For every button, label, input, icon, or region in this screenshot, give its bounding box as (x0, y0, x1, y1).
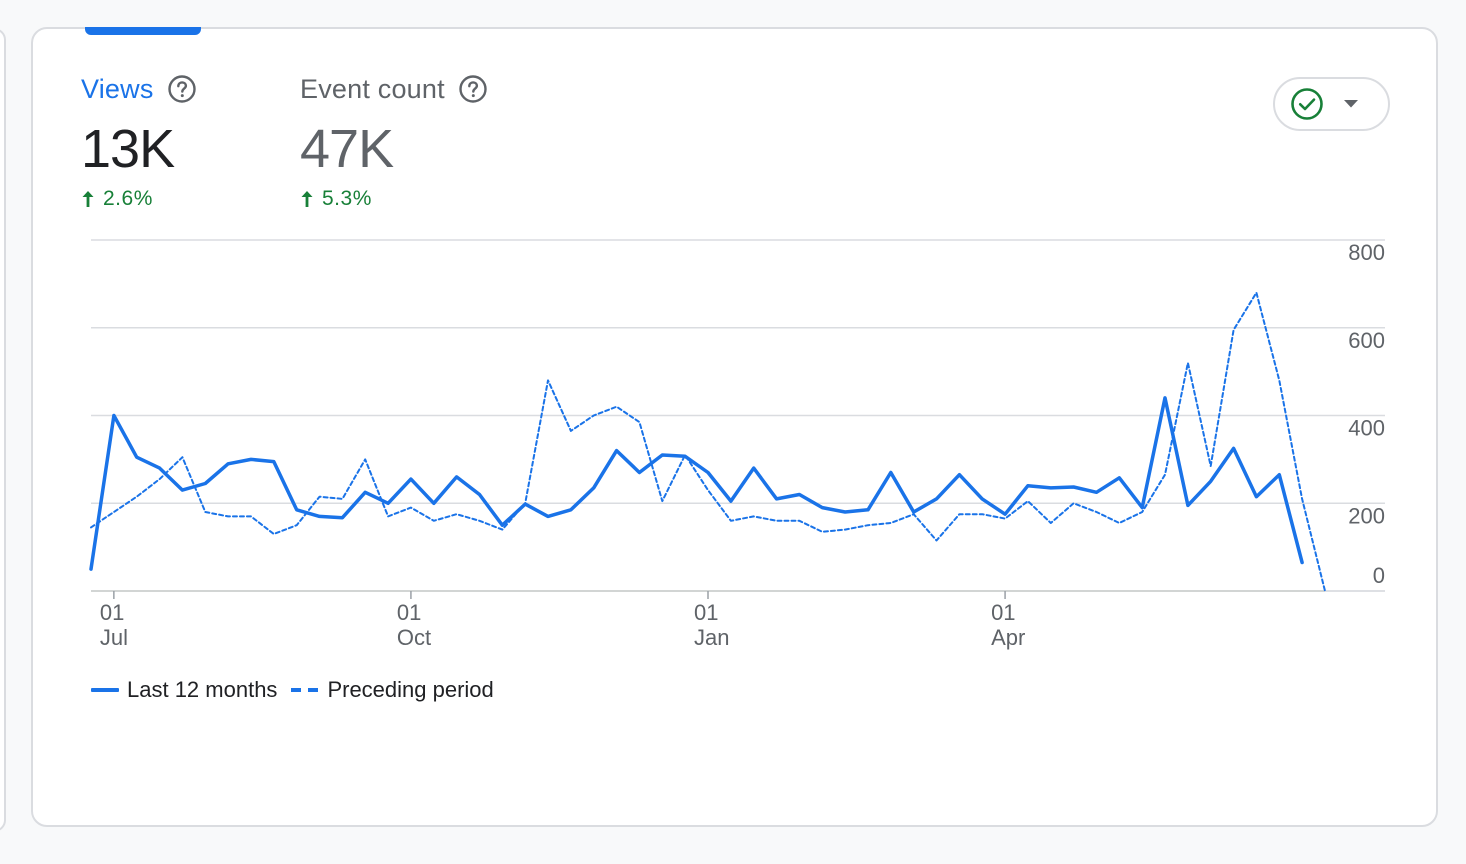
report-card: Views 13K 2.6% Event count 47K (31, 27, 1438, 827)
legend-label-previous: Preceding period (327, 677, 494, 702)
help-icon[interactable] (458, 74, 488, 104)
metric-tab-event-count[interactable]: Event count 47K 5.3% (300, 71, 488, 211)
help-icon[interactable] (167, 74, 197, 104)
metric-tab-views[interactable]: Views 13K 2.6% (81, 71, 197, 211)
selected-metric-indicator (85, 27, 201, 35)
solid-line-swatch (91, 688, 119, 692)
arrow-drop-down-icon (1344, 100, 1358, 108)
metric-event-count-value: 47K (300, 119, 394, 179)
metric-views-value: 13K (81, 119, 175, 179)
arrow-up-icon (301, 191, 313, 207)
legend-label-current: Last 12 months (127, 677, 278, 702)
x-tick-label-month: Jul (100, 625, 128, 650)
x-tick-label-month: Oct (397, 625, 431, 650)
y-tick-label: 800 (1348, 240, 1385, 265)
x-tick-label-day: 01 (397, 600, 421, 625)
series-line-preceding-period (90, 291, 1326, 592)
legend-item-last-12-months[interactable]: Last 12 months (91, 677, 277, 703)
comparison-toggle-button[interactable] (1273, 77, 1390, 131)
metric-views-change-value: 2.6% (103, 187, 153, 210)
chart-legend: Last 12 months Preceding period (91, 677, 508, 703)
arrow-up-icon (82, 191, 94, 207)
x-tick-label-day: 01 (100, 600, 124, 625)
x-tick-label-month: Jan (694, 625, 729, 650)
y-tick-label: 0 (1373, 563, 1385, 588)
metric-event-count-label: Event count (300, 73, 445, 104)
x-tick-label-day: 01 (694, 600, 718, 625)
adjacent-card-edge (0, 28, 6, 832)
x-tick-label-day: 01 (991, 600, 1015, 625)
metric-event-count-change-value: 5.3% (322, 187, 372, 210)
series-line-last-12-months (89, 396, 1304, 571)
metric-event-count-change: 5.3% (300, 187, 488, 211)
x-tick-label-month: Apr (991, 625, 1025, 650)
check-circle-icon (1291, 88, 1323, 120)
metric-views-label: Views (81, 73, 154, 104)
dashed-line-swatch (291, 688, 319, 692)
y-tick-label: 200 (1348, 503, 1385, 528)
legend-item-preceding-period[interactable]: Preceding period (291, 677, 494, 703)
metric-views-change: 2.6% (81, 187, 197, 211)
y-tick-label: 600 (1348, 328, 1385, 353)
y-tick-label: 400 (1348, 416, 1385, 441)
